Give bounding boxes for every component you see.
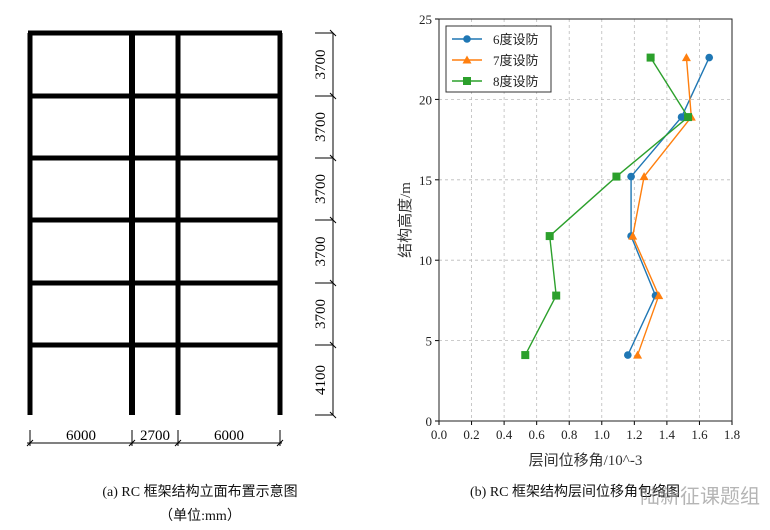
data-point <box>545 232 554 241</box>
data-point <box>654 291 664 300</box>
data-point <box>624 351 632 359</box>
series-line <box>627 57 710 356</box>
data-point <box>521 351 530 360</box>
data-point <box>705 53 714 62</box>
data-point <box>627 172 635 181</box>
chart-caption: (b) RC 框架结构层间位移角包络图 <box>470 485 680 500</box>
drift-envelope-chart: 0.0 0.2 0.4 0.6 0.8 1.0 1.2 1.4 1.6 1.8 0 5 10 15 20 25… <box>397 12 740 469</box>
x-tick-label: 1.2 <box>626 427 642 442</box>
watermark: 陆新征课题组 <box>640 484 760 508</box>
legend-marker <box>463 35 471 43</box>
legend-marker <box>463 77 471 85</box>
x-tick-label: 0.2 <box>463 427 479 442</box>
legend-marker <box>462 55 472 64</box>
series-line <box>631 57 693 356</box>
x-axis-label: 层间位移角/10^-3 <box>529 452 643 469</box>
x-tick-label: 0.8 <box>561 427 577 442</box>
story-height-label: 3700 <box>313 237 329 267</box>
bay-width-label: 6000 <box>66 428 96 444</box>
series-line <box>524 57 689 356</box>
data-point <box>677 113 686 121</box>
story-height-label: 3700 <box>313 174 329 204</box>
story-height-label: 3700 <box>313 112 329 142</box>
y-axis-label: 结构高度/m <box>397 182 414 258</box>
frame-caption: (a) RC 框架结构立面布置示意图 <box>102 485 298 500</box>
bay-width-label: 2700 <box>140 428 170 444</box>
legend-label: 7度设防 <box>493 53 539 68</box>
legend-label: 6度设防 <box>493 32 539 47</box>
legend-label: 8度设防 <box>493 74 539 89</box>
y-tick-label: 20 <box>419 92 432 107</box>
x-tick-label: 0.4 <box>496 427 513 442</box>
x-tick-label: 1.4 <box>659 427 676 442</box>
data-point <box>552 291 561 300</box>
x-tick-label: 1.6 <box>691 427 708 442</box>
data-point <box>684 113 693 122</box>
x-tick-label: 0.6 <box>529 427 546 442</box>
y-tick-label: 10 <box>419 253 432 268</box>
frame-elevation-diagram: 3700 3700 3700 3700 3700 4100 6000 2700 6000 <box>26 29 337 447</box>
story-height-label: 4100 <box>313 365 329 395</box>
data-point <box>612 172 621 181</box>
y-tick-label: 25 <box>419 12 432 27</box>
y-tick-label: 5 <box>426 334 433 349</box>
data-point <box>633 350 643 359</box>
y-tick-label: 15 <box>419 173 432 188</box>
data-point <box>628 231 638 240</box>
story-height-label: 3700 <box>313 299 329 329</box>
frame-unit-note: （单位:mm） <box>159 509 241 524</box>
plot-area-frame <box>438 18 733 422</box>
story-height-label: 3700 <box>313 50 329 80</box>
x-tick-label: 1.0 <box>594 427 610 442</box>
bay-width-label: 6000 <box>214 428 244 444</box>
y-tick-label: 0 <box>426 414 433 429</box>
data-point <box>681 53 691 62</box>
x-tick-label: 1.8 <box>724 427 740 442</box>
data-point <box>639 172 649 181</box>
x-tick-label: 0.0 <box>431 427 447 442</box>
data-point <box>646 53 655 62</box>
